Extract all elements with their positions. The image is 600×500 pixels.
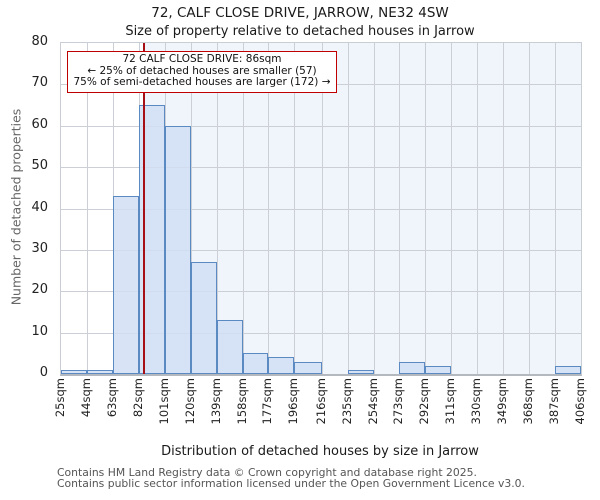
x-tick-label: 177sqm [260,378,275,425]
grid-line-vertical [190,43,192,374]
grid-line-horizontal [61,125,581,127]
grid-line-horizontal [61,167,581,169]
histogram-bar [294,361,322,374]
histogram-bar [112,196,139,374]
grid-line-horizontal [61,332,581,334]
grid-line-vertical [555,43,557,374]
y-tick-label: 50 [31,158,48,174]
x-tick-label: 196sqm [286,378,301,425]
x-tick-label: 292sqm [417,378,432,425]
grid-line-vertical [477,43,479,374]
grid-line-vertical [347,43,349,374]
x-tick-label: 216sqm [313,378,328,425]
y-tick-label: 40 [31,199,48,215]
y-tick-label: 60 [31,116,48,132]
grid-line-vertical [294,43,296,374]
histogram-bar [190,262,217,374]
grid-line-vertical [268,43,270,374]
grid-line-vertical [529,43,531,374]
annotation-line-2: ← 25% of detached houses are smaller (57… [87,64,317,77]
x-axis-label: Distribution of detached houses by size … [161,444,479,459]
y-tick-label: 30 [31,240,48,256]
chart-subtitle: Size of property relative to detached ho… [125,24,475,39]
grid-line-vertical [503,43,505,374]
histogram-bar [347,369,374,374]
histogram-bar [138,105,165,374]
x-tick-label: 101sqm [156,378,171,425]
chart-title: 72, CALF CLOSE DRIVE, JARROW, NE32 4SW [151,5,449,21]
x-tick-label: 273sqm [391,378,406,425]
grid-line-vertical [451,43,453,374]
x-tick-label: 387sqm [547,378,562,425]
annotation-line-1: 72 CALF CLOSE DRIVE: 86sqm [122,53,282,65]
histogram-bar [164,125,191,374]
grid-line-vertical [399,43,401,374]
plot-area: 72 CALF CLOSE DRIVE: 86sqm ← 25% of deta… [60,42,582,376]
grid-line-vertical [373,43,375,374]
annotation-box: 72 CALF CLOSE DRIVE: 86sqm ← 25% of deta… [67,51,337,93]
grid-line-horizontal [61,249,581,251]
x-tick-label: 120sqm [182,378,197,425]
footer-attribution-line-2: Contains public sector information licen… [57,477,525,490]
histogram-bar [61,369,87,374]
annotation-line-3: 75% of semi-detached houses are larger (… [73,76,331,89]
histogram-bar [86,369,113,374]
property-size-marker-line [143,43,146,374]
x-tick-label: 330sqm [469,378,484,425]
x-tick-label: 44sqm [78,378,93,418]
y-tick-label: 0 [39,365,48,380]
x-tick-label: 158sqm [234,378,249,425]
x-tick-label: 368sqm [521,378,536,425]
x-tick-label: 406sqm [573,378,587,425]
x-tick-label: 63sqm [104,378,119,418]
grid-line-vertical [242,43,244,374]
y-tick-label: 10 [31,323,48,339]
grid-line-vertical [86,43,88,374]
y-tick-label: 20 [31,282,48,298]
histogram-bar [216,320,243,374]
histogram-bar [242,353,269,374]
histogram-bar [555,365,581,374]
histogram-bar [425,365,452,374]
x-tick-label: 311sqm [443,378,458,425]
grid-line-vertical [321,43,323,374]
x-tick-label: 254sqm [365,378,380,425]
footer-attribution-line-1: Contains HM Land Registry data © Crown c… [57,466,477,479]
x-tick-label: 82sqm [130,378,145,418]
histogram-bar [268,357,295,374]
grid-line-horizontal [61,208,581,210]
y-tick-label: 70 [31,75,48,91]
grid-line-vertical [425,43,427,374]
histogram-bar [399,361,426,374]
grid-line-horizontal [61,291,581,293]
x-tick-label: 235sqm [339,378,354,425]
x-tick-label: 349sqm [495,378,510,425]
grid-line-vertical [216,43,218,374]
y-tick-label: 80 [31,34,48,49]
x-tick-label: 139sqm [208,378,223,425]
x-tick-label: 25sqm [53,378,67,418]
